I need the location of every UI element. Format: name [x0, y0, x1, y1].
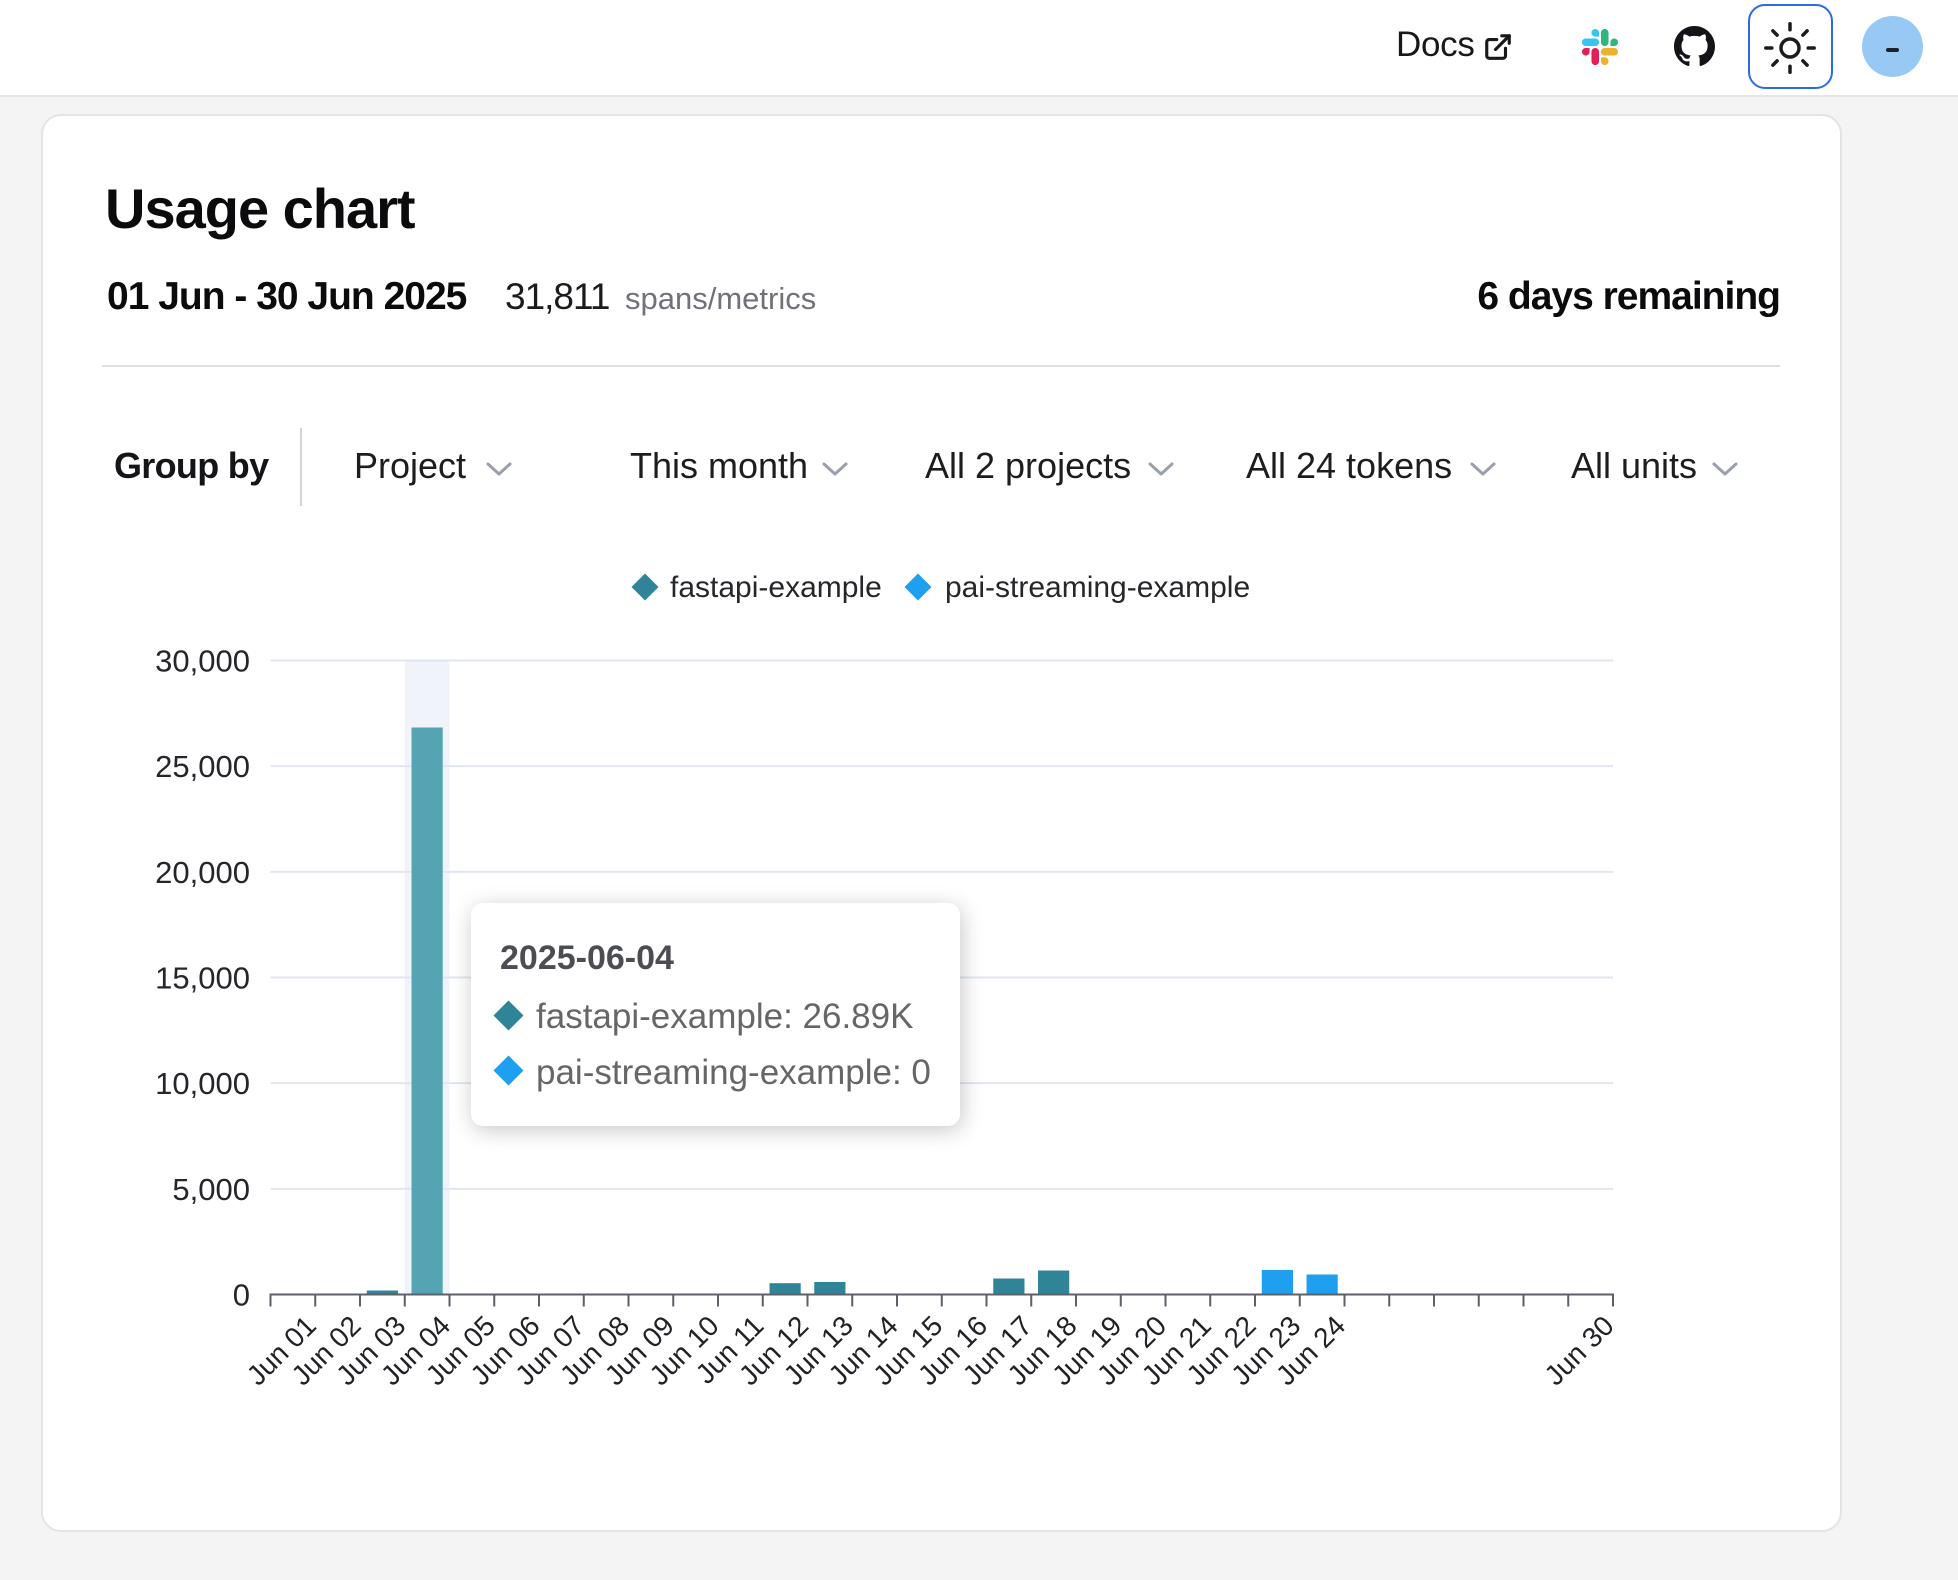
svg-text:0: 0 [233, 1278, 250, 1313]
svg-text:15,000: 15,000 [155, 961, 250, 996]
svg-text:5,000: 5,000 [172, 1172, 250, 1207]
svg-text:30,000: 30,000 [155, 644, 250, 679]
svg-text:Jun 30: Jun 30 [1538, 1310, 1619, 1391]
svg-text:20,000: 20,000 [155, 855, 250, 890]
svg-text:10,000: 10,000 [155, 1066, 250, 1101]
svg-text:25,000: 25,000 [155, 749, 250, 784]
